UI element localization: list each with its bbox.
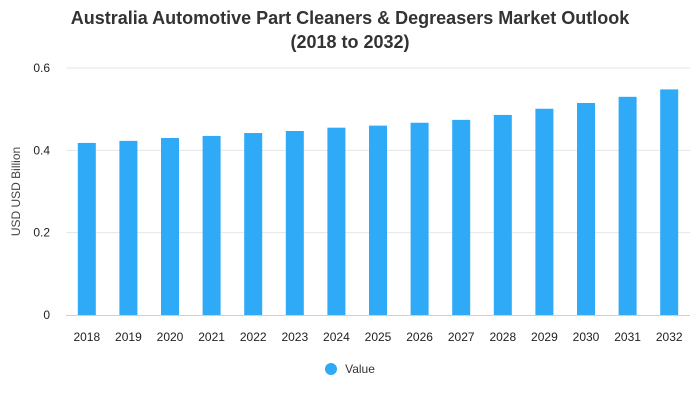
- x-tick-label: 2026: [406, 330, 433, 344]
- x-tick-label: 2021: [198, 330, 225, 344]
- x-axis-ticks: 2018 2019 2020 2021 2022 2023 2024 2025 2026 2027…: [73, 330, 682, 344]
- x-tick-label: 2028: [489, 330, 516, 344]
- bar-2029[interactable]: [535, 108, 554, 315]
- x-tick-label: 2022: [240, 330, 267, 344]
- y-tick-label: 0.4: [33, 143, 50, 157]
- bar-2031[interactable]: [618, 96, 637, 315]
- bar-2030[interactable]: [577, 102, 595, 315]
- y-tick-label: 0.2: [33, 226, 50, 240]
- legend-label: Value: [345, 362, 375, 376]
- x-tick-label: 2018: [73, 330, 100, 344]
- x-tick-label: 2027: [448, 330, 475, 344]
- x-tick-label: 2023: [281, 330, 308, 344]
- x-tick-label: 2024: [323, 330, 350, 344]
- x-tick-label: 2029: [531, 330, 558, 344]
- bar-2026[interactable]: [410, 122, 429, 315]
- bar-2023[interactable]: [285, 130, 304, 315]
- chart-title: Australia Automotive Part Cleaners & Deg…: [0, 6, 700, 54]
- bar-2028[interactable]: [493, 114, 512, 316]
- x-tick-label: 2020: [157, 330, 184, 344]
- x-tick-label: 2030: [573, 330, 600, 344]
- legend: Value: [0, 362, 700, 376]
- bar-2027[interactable]: [452, 119, 471, 316]
- chart-subtitle: (2018 to 2032): [290, 32, 410, 52]
- bar-2020[interactable]: [161, 137, 179, 315]
- y-tick-label: 0: [43, 308, 50, 322]
- chart-title-main: Australia Automotive Part Cleaners & Deg…: [70, 8, 630, 28]
- bar-2032[interactable]: [660, 89, 679, 315]
- x-tick-label: 2031: [614, 330, 641, 344]
- legend-item-value[interactable]: Value: [325, 362, 375, 376]
- y-tick-label: 0.6: [33, 61, 50, 75]
- bars: [77, 89, 679, 316]
- bar-2019[interactable]: [119, 140, 138, 315]
- bar-2021[interactable]: [202, 135, 221, 315]
- bar-2018[interactable]: [77, 142, 96, 315]
- x-tick-label: 2025: [365, 330, 392, 344]
- legend-swatch: [325, 363, 338, 375]
- x-tick-label: 2032: [656, 330, 683, 344]
- x-tick-label: 2019: [115, 330, 142, 344]
- bar-2024[interactable]: [327, 127, 346, 315]
- bar-2025[interactable]: [369, 125, 387, 315]
- bar-2022[interactable]: [244, 133, 263, 315]
- y-axis-ticks: 0 0.2 0.4 0.6: [33, 61, 50, 322]
- y-axis-title: USD USD Billion: [9, 147, 23, 236]
